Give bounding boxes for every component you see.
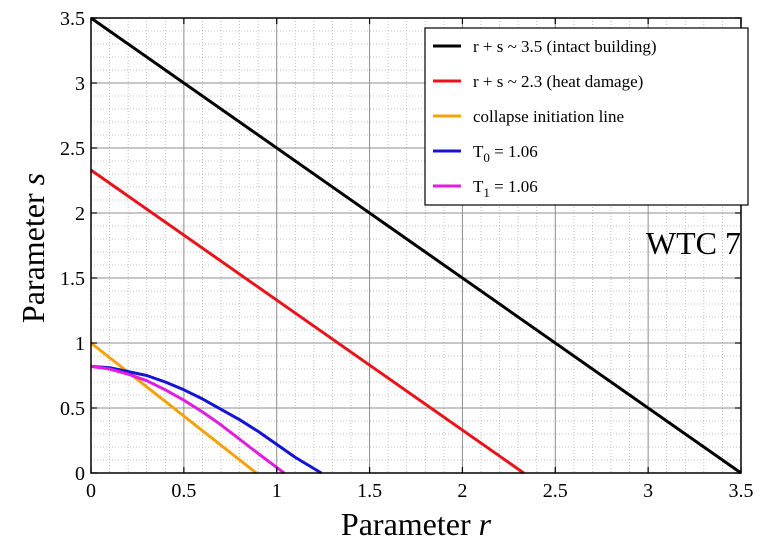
x-axis-label-text: Parameter xyxy=(341,506,471,542)
legend: r + s ~ 3.5 (intact building) r + s ~ 2.3… xyxy=(424,27,749,206)
x-tick-label: 3.5 xyxy=(729,480,754,502)
x-tick-label: 2 xyxy=(457,480,467,502)
series-line-0 xyxy=(90,16,742,475)
x-axis-label: Parameter r xyxy=(341,506,492,542)
legend-label-3: T0 = 1.06 xyxy=(473,142,538,165)
plot-frame xyxy=(90,17,742,474)
x-tick-labels: 0 0.5 1 1.5 2 2.5 3 3.5 xyxy=(86,480,754,502)
y-tick-label: 0.5 xyxy=(60,398,85,420)
y-tick-label: 0 xyxy=(75,463,85,485)
x-tick-label: 1 xyxy=(272,480,282,502)
y-axis-label: Parameter s xyxy=(15,173,51,323)
x-tick-label: 0 xyxy=(86,480,96,502)
wtc7-annotation: WTC 7 xyxy=(646,225,741,261)
y-tick-label: 2.5 xyxy=(60,138,85,160)
legend-label-4: T1 = 1.06 xyxy=(473,177,538,200)
y-axis-label-text: Parameter xyxy=(15,193,51,323)
y-axis-label-var: s xyxy=(15,173,51,185)
y-tick-label: 2 xyxy=(75,203,85,225)
y-tick-label: 1 xyxy=(75,333,85,355)
series-layer xyxy=(90,16,742,475)
x-tick-label: 1.5 xyxy=(357,480,382,502)
y-tick-label: 3 xyxy=(75,73,85,95)
x-tick-label: 0.5 xyxy=(171,480,196,502)
legend-label-0: r + s ~ 3.5 (intact building) xyxy=(473,37,657,56)
legend-box xyxy=(424,27,749,206)
y-tick-labels: 0 0.5 1 1.5 2 2.5 3 3.5 xyxy=(60,8,85,485)
legend-label-1: r + s ~ 2.3 (heat damage) xyxy=(473,72,643,91)
y-tick-label: 1.5 xyxy=(60,268,85,290)
series-line-3 xyxy=(90,364,323,475)
x-tick-label: 3 xyxy=(643,480,653,502)
series-line-1 xyxy=(90,168,525,475)
series-line-4 xyxy=(90,364,286,475)
y-tick-label: 3.5 xyxy=(60,8,85,30)
x-tick-label: 2.5 xyxy=(543,480,568,502)
legend-label-2: collapse initiation line xyxy=(473,107,624,126)
x-axis-label-var: r xyxy=(479,506,492,542)
series-line-2 xyxy=(90,341,258,475)
